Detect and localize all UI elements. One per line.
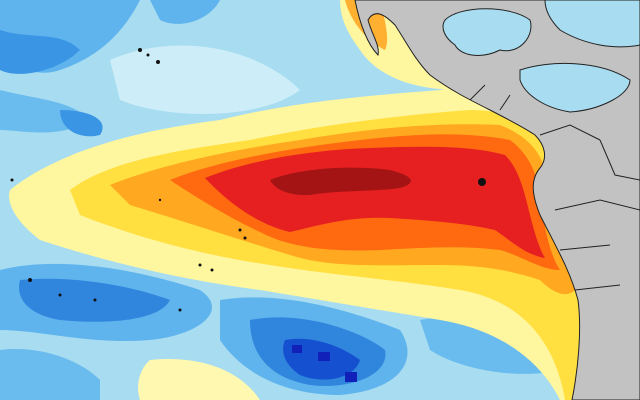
warm-patch [138,359,260,400]
cold-spot [292,345,357,382]
cool-patch [150,0,220,24]
island [478,178,486,186]
border [469,84,640,291]
atlantic [544,0,640,48]
caribbean-sea [519,63,631,113]
island [210,268,214,272]
island [178,308,182,312]
island [158,198,162,202]
island [146,53,150,57]
island [156,60,160,64]
island [238,228,242,232]
island [93,298,97,302]
gulf-of-mexico [442,8,532,56]
island [10,178,14,182]
cool-patch [0,349,100,400]
island [28,278,32,282]
island [198,263,202,267]
anomaly-dark-red [270,167,411,196]
islands [10,48,486,312]
island [138,48,142,52]
cool-patch [60,110,103,137]
island [243,236,247,240]
island [58,293,62,297]
cool-patch [0,30,80,74]
